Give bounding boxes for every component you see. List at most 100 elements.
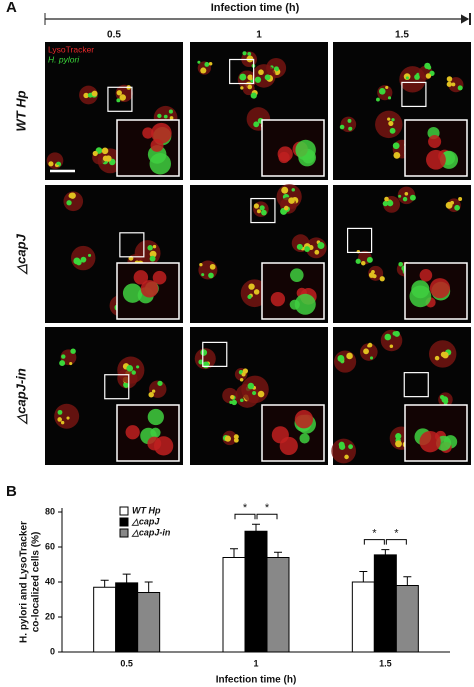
bacteria (204, 62, 210, 67)
roi-box (202, 341, 228, 367)
bacteria (434, 355, 440, 361)
bacteria (61, 354, 66, 359)
bacteria (348, 126, 353, 131)
bacteria (348, 444, 353, 450)
bacteria (367, 342, 373, 348)
bacteria (224, 435, 231, 442)
bacteria (57, 409, 63, 415)
bacteria (247, 74, 254, 81)
bacteria (149, 255, 156, 262)
bacteria (239, 73, 247, 81)
bar (93, 586, 117, 653)
inset-blob (133, 270, 149, 285)
bacteria (119, 94, 126, 101)
inset-blob (419, 268, 433, 282)
bacteria (355, 258, 361, 264)
bacteria (148, 391, 154, 398)
legend-swatch (119, 528, 129, 538)
significance-label: * (243, 502, 248, 514)
bacteria (70, 348, 76, 354)
x-tick-label: 1 (253, 658, 258, 668)
bacteria (384, 196, 389, 202)
y-axis-label: co-localized cells (%) (31, 532, 42, 633)
bacteria (253, 289, 260, 295)
bacteria (87, 92, 93, 98)
bacteria (361, 260, 366, 266)
bacteria (101, 147, 109, 155)
bacteria (91, 90, 98, 97)
bacteria (102, 155, 109, 162)
inset-blob (299, 433, 310, 444)
x-axis-label: Infection time (h) (216, 675, 297, 686)
bacteria (48, 161, 54, 167)
roi-box (229, 58, 255, 85)
legend-label: H. pylori (48, 54, 80, 64)
bacteria (233, 434, 239, 440)
inset-blob (277, 146, 293, 162)
bacteria (247, 52, 252, 56)
bacteria (168, 109, 173, 114)
bar (351, 581, 375, 653)
bacteria (257, 390, 265, 398)
roi-box (250, 197, 276, 224)
bacteria (80, 256, 87, 263)
bar (137, 592, 161, 653)
bacteria (369, 356, 374, 360)
inset-blob (295, 139, 316, 161)
bacteria (378, 87, 386, 95)
bacteria (395, 433, 402, 440)
bacteria (259, 205, 265, 211)
bacteria (199, 263, 203, 267)
bacteria (253, 203, 259, 209)
bacteria (457, 85, 463, 91)
y-tick-label: 80 (45, 506, 55, 516)
cell (63, 191, 84, 212)
bacteria (169, 116, 174, 120)
bacteria (240, 398, 244, 403)
roi-box (119, 232, 145, 258)
bacteria (116, 90, 122, 96)
bacteria (209, 263, 216, 270)
bacteria (339, 124, 345, 130)
legend-label: △capJ (131, 516, 160, 526)
significance-bracket (256, 513, 278, 520)
inset-blob (125, 425, 140, 440)
roi-box (346, 227, 373, 254)
inset-blob (429, 278, 451, 299)
bacteria (247, 294, 252, 299)
row-label: WT Hp (13, 90, 28, 131)
bacteria (389, 344, 394, 349)
bacteria (157, 113, 162, 119)
roi-box (401, 81, 427, 108)
inset-blob (290, 268, 304, 282)
inset-blob (152, 270, 167, 285)
bacteria (92, 150, 98, 157)
inset-blob (428, 135, 442, 149)
inset-blob (147, 408, 164, 426)
time-label: 0.5 (107, 30, 121, 41)
inset-blob (294, 293, 316, 315)
bar (395, 585, 419, 653)
inset-blob (271, 426, 289, 444)
bacteria (363, 348, 369, 355)
panel-title: Infection time (h) (211, 2, 300, 14)
bacteria (83, 92, 89, 99)
bacteria (376, 97, 380, 102)
bacteria (73, 257, 81, 265)
time-label: 1 (256, 30, 262, 41)
inset-blob (411, 280, 430, 299)
bacteria (152, 244, 157, 249)
bar (266, 557, 290, 653)
cell (46, 152, 64, 169)
inset-blob (419, 430, 441, 453)
bacteria (291, 188, 295, 192)
panel-label: B (6, 483, 17, 500)
bacteria (445, 201, 453, 209)
inset-blob (150, 138, 164, 152)
roi-box (107, 86, 133, 112)
bacteria (126, 365, 134, 372)
bacteria (59, 360, 66, 367)
bacteria (304, 246, 311, 252)
bacteria (200, 67, 207, 74)
significance-bracket (385, 539, 407, 545)
